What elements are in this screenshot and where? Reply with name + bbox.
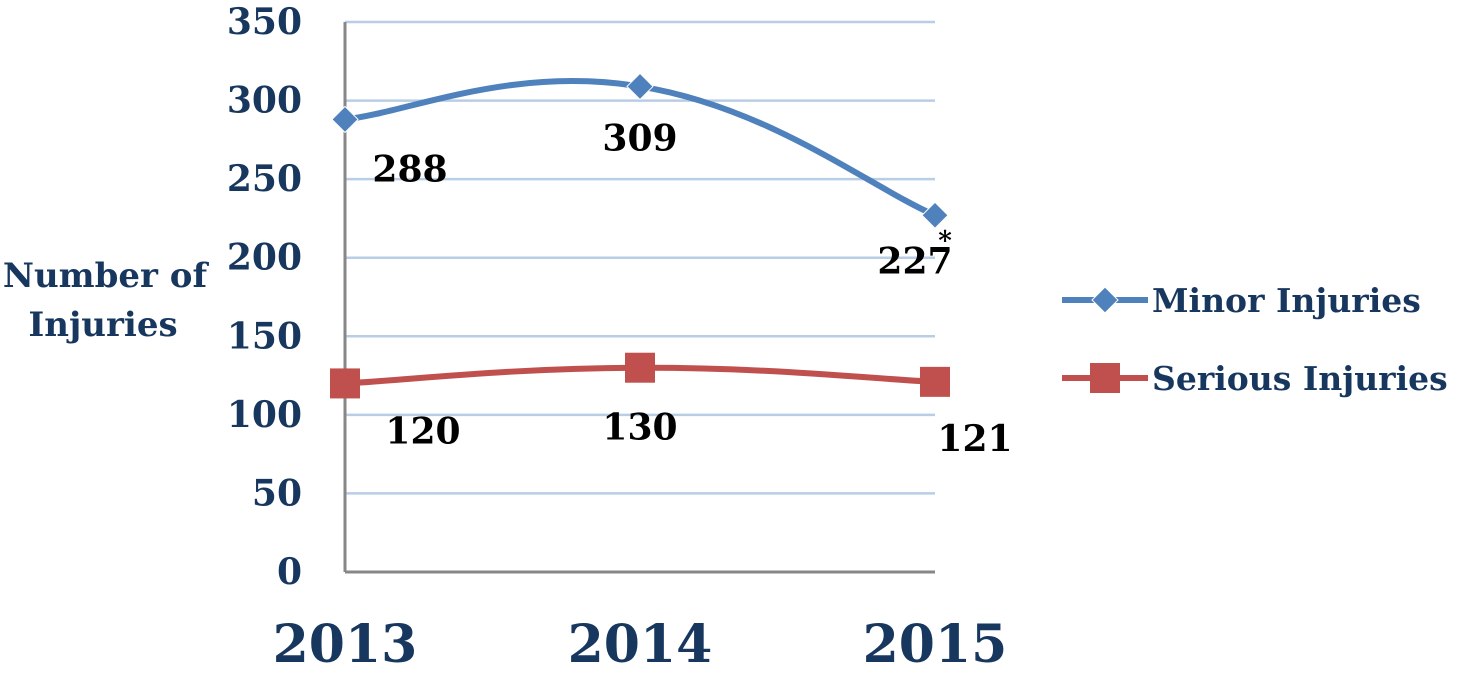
y-tick-label: 150 xyxy=(227,315,302,357)
legend-marker xyxy=(1090,363,1120,393)
legend-label: Serious Injuries xyxy=(1152,359,1448,398)
data-point-marker xyxy=(921,201,949,229)
y-tick-label: 250 xyxy=(227,158,302,200)
data-point-marker xyxy=(331,105,359,134)
legend-marker xyxy=(1091,286,1119,314)
legend-label: Minor Injuries xyxy=(1152,281,1421,320)
y-axis-tick-labels: 0 50 100 150 200 250 300 350 xyxy=(227,1,302,593)
x-tick-label: 2015 xyxy=(863,614,1008,675)
data-point-marker xyxy=(330,368,360,399)
data-point-marker xyxy=(626,72,654,101)
y-axis-label-line-1: Number of xyxy=(3,256,210,296)
y-tick-label: 200 xyxy=(227,237,302,279)
y-tick-label: 300 xyxy=(227,80,302,122)
x-tick-label: 2013 xyxy=(273,614,418,675)
annotation-asterisk: * xyxy=(938,226,952,256)
y-tick-label: 100 xyxy=(227,394,302,436)
data-label: 309 xyxy=(602,117,677,159)
legend: Minor Injuries Serious Injuries xyxy=(1062,281,1448,398)
series xyxy=(330,72,950,399)
y-tick-label: 0 xyxy=(277,551,302,593)
data-label: 130 xyxy=(602,407,677,449)
data-point-marker xyxy=(920,366,950,397)
x-axis-tick-labels: 2013 2014 2015 xyxy=(273,614,1008,675)
y-axis-label-line-2: Injuries xyxy=(28,305,177,345)
axes xyxy=(343,22,935,574)
x-tick-label: 2014 xyxy=(568,614,713,675)
y-tick-label: 350 xyxy=(227,1,302,43)
data-point-marker xyxy=(625,352,655,383)
data-labels: 288 309 227 120 130 121 * xyxy=(372,117,1012,459)
y-tick-label: 50 xyxy=(252,472,302,514)
data-label: 120 xyxy=(385,410,460,452)
data-label: 121 xyxy=(937,418,1012,460)
data-label: 288 xyxy=(372,148,447,190)
data-label: 227 xyxy=(877,240,952,282)
